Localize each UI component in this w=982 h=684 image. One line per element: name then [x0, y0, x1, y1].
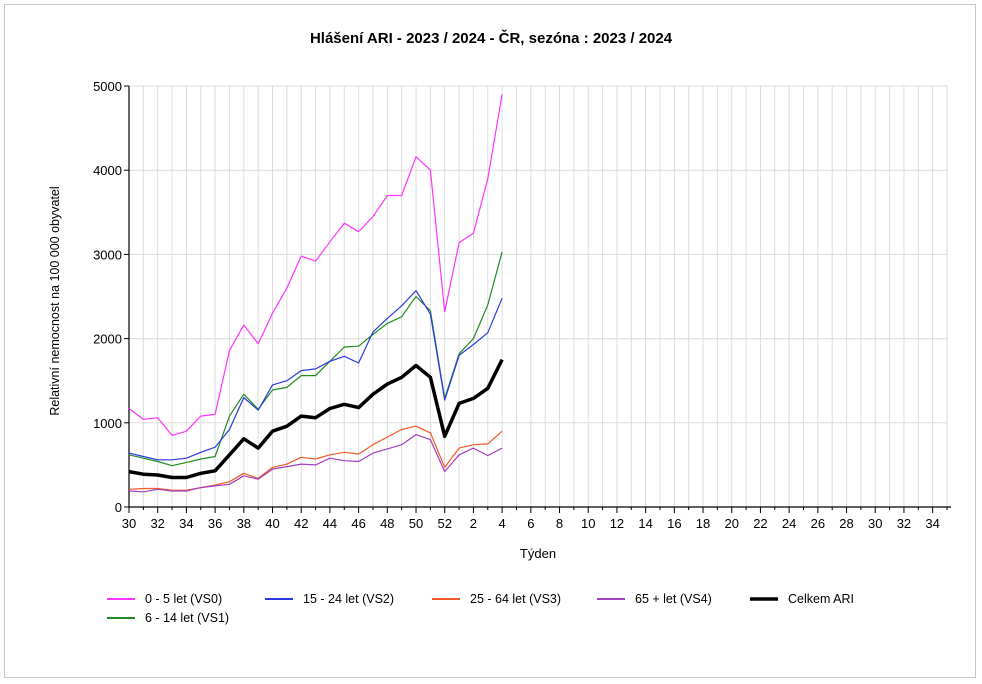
x-tick-label: 32 [897, 516, 911, 531]
y-axis-ticks: 0 1000 2000 3000 4000 5000 [93, 79, 129, 515]
legend-label: Celkem ARI [788, 592, 854, 606]
x-tick-label: 50 [409, 516, 423, 531]
legend-label: 25 - 64 let (VS3) [470, 592, 561, 606]
legend-label: 6 - 14 let (VS1) [145, 611, 229, 625]
x-tick-label: 34 [925, 516, 939, 531]
legend: 0 - 5 let (VS0) 15 - 24 let (VS2) 25 - 64 … [107, 592, 854, 625]
y-tick-label: 0 [115, 500, 122, 515]
chart-frame: Hlášení ARI - 2023 / 2024 - ČR, sezóna :… [4, 4, 976, 678]
x-tick-label: 28 [839, 516, 853, 531]
y-tick-label: 1000 [93, 416, 122, 431]
series-line-celkem-ari [128, 358, 504, 480]
x-tick-label: 22 [753, 516, 767, 531]
x-tick-label: 42 [294, 516, 308, 531]
x-tick-label: 10 [581, 516, 595, 531]
series-lines [128, 94, 504, 493]
x-axis-label: Týden [520, 546, 556, 561]
x-tick-label: 2 [470, 516, 477, 531]
legend-item: 25 - 64 let (VS3) [432, 592, 561, 606]
y-tick-label: 5000 [93, 79, 122, 94]
x-axis-ticks: 30 32 34 36 38 40 42 44 46 48 50 52 2 4 6 8 10 12 14 16 18 20… [122, 507, 948, 531]
legend-item: Celkem ARI [750, 592, 854, 606]
x-tick-label: 14 [638, 516, 652, 531]
x-tick-label: 32 [150, 516, 164, 531]
x-tick-label: 34 [179, 516, 193, 531]
legend-item: 6 - 14 let (VS1) [107, 611, 229, 625]
line-chart: Hlášení ARI - 2023 / 2024 - ČR, sezóna :… [48, 29, 951, 625]
x-tick-label: 30 [868, 516, 882, 531]
legend-item: 15 - 24 let (VS2) [265, 592, 394, 606]
x-tick-label: 6 [527, 516, 534, 531]
series-line-65-let-vs4- [128, 434, 503, 493]
x-tick-label: 20 [725, 516, 739, 531]
x-tick-label: 48 [380, 516, 394, 531]
x-tick-label: 4 [499, 516, 506, 531]
legend-label: 0 - 5 let (VS0) [145, 592, 222, 606]
chart-title: Hlášení ARI - 2023 / 2024 - ČR, sezóna :… [310, 29, 673, 47]
y-tick-label: 4000 [93, 163, 122, 178]
x-tick-label: 36 [208, 516, 222, 531]
x-tick-label: 38 [237, 516, 251, 531]
x-tick-label: 18 [696, 516, 710, 531]
x-tick-label: 26 [811, 516, 825, 531]
x-tick-label: 44 [323, 516, 337, 531]
x-tick-label: 52 [437, 516, 451, 531]
x-tick-label: 12 [610, 516, 624, 531]
legend-item: 65 + let (VS4) [597, 592, 712, 606]
legend-item: 0 - 5 let (VS0) [107, 592, 222, 606]
x-tick-label: 16 [667, 516, 681, 531]
x-tick-label: 8 [556, 516, 563, 531]
x-tick-label: 40 [265, 516, 279, 531]
x-tick-label: 24 [782, 516, 796, 531]
grid [129, 85, 948, 507]
series-line-15-24-let-vs2- [128, 290, 503, 461]
y-tick-label: 3000 [93, 247, 122, 262]
legend-label: 65 + let (VS4) [635, 592, 712, 606]
series-line-0-5-let-vs0- [128, 94, 503, 436]
y-tick-label: 2000 [93, 332, 122, 347]
x-tick-label: 46 [351, 516, 365, 531]
y-axis-label: Relativní nemocnost na 100 000 obyvatel [48, 186, 62, 415]
axes [128, 86, 951, 508]
x-tick-label: 30 [122, 516, 136, 531]
legend-label: 15 - 24 let (VS2) [303, 592, 394, 606]
